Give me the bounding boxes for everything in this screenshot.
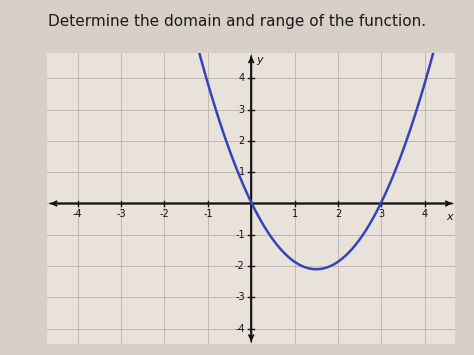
- Text: 1: 1: [238, 167, 245, 177]
- Text: -2: -2: [235, 261, 245, 271]
- Text: -4: -4: [235, 324, 245, 334]
- Text: 3: 3: [238, 105, 245, 115]
- Text: 2: 2: [238, 136, 245, 146]
- Text: 4: 4: [421, 209, 428, 219]
- Text: -4: -4: [73, 209, 82, 219]
- Text: 2: 2: [335, 209, 341, 219]
- Text: -1: -1: [235, 230, 245, 240]
- Text: -2: -2: [160, 209, 169, 219]
- Text: 1: 1: [292, 209, 298, 219]
- Text: -3: -3: [235, 293, 245, 302]
- Text: y: y: [256, 55, 263, 65]
- Text: -3: -3: [116, 209, 126, 219]
- Text: -1: -1: [203, 209, 213, 219]
- Text: 3: 3: [378, 209, 384, 219]
- Text: 4: 4: [238, 73, 245, 83]
- Text: Determine the domain and range of the function.: Determine the domain and range of the fu…: [48, 14, 426, 29]
- Text: x: x: [446, 212, 453, 222]
